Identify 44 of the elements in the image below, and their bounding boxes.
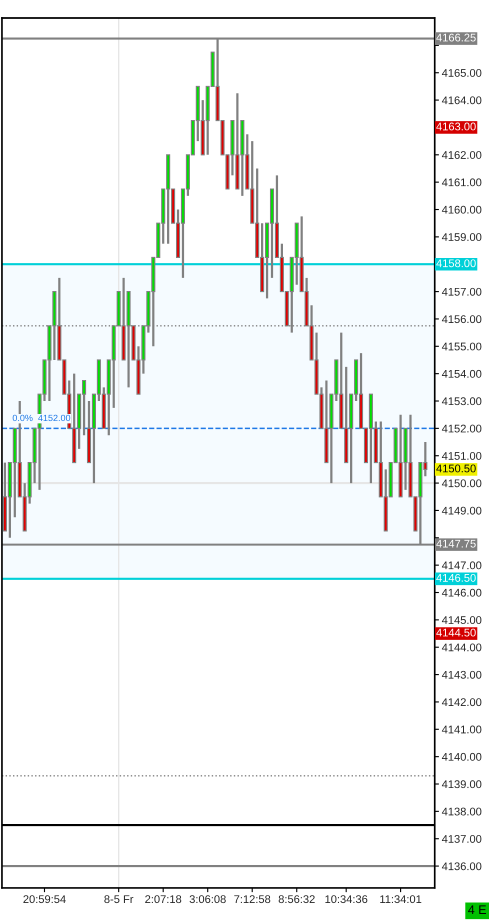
y-tick-label: 4140.00 [442,752,482,761]
y-tick-label: 4144.00 [442,643,482,652]
x-tick-label: 8:56:32 [278,895,315,904]
y-tick-label: 4162.00 [442,151,482,159]
y-tick-label: 4141.00 [442,726,482,734]
y-tick-label: 4137.00 [442,834,482,843]
y-tick-label: 4143.00 [442,670,482,679]
y-tick-label: 4154.00 [442,370,482,378]
y-tick-label: 4160.00 [442,206,482,214]
y-tick-label: 4161.00 [442,178,482,186]
y-tick-label: 4151.00 [442,452,482,460]
y-tick-label: 4149.00 [442,506,482,515]
ref-line-label: 4166.25 [436,34,476,42]
x-tick-label: 11:34:01 [380,895,422,904]
x-tick-label: 8-5 Fr [104,895,134,904]
y-tick-label: 4145.00 [442,616,482,624]
y-tick-label: 4156.00 [442,315,482,324]
ref-line-label: 0.0% 4152.00 [12,414,70,422]
y-tick-label: 4152.00 [442,424,482,433]
y-tick-label: 4138.00 [442,808,482,816]
y-tick-label: 4159.00 [442,233,482,242]
x-tick-label: 3:06:08 [190,895,226,904]
text: 4 E [468,905,486,914]
y-tick-label: 4146.00 [442,588,482,597]
y-tick-label: 4136.00 [442,862,482,870]
x-tick-label: 2:07:18 [145,895,182,904]
text: 4144.50 [436,628,476,637]
y-tick-label: 4155.00 [442,342,482,350]
y-tick-label: 4157.00 [442,288,482,296]
text: 4150.50 [436,464,476,472]
ref-line-label: 4146.50 [436,574,476,582]
x-tick-label: 10:34:36 [325,895,368,904]
y-tick-label: 4164.00 [442,96,482,104]
y-tick-label: 4153.00 [442,397,482,406]
ref-line-label: 4147.75 [436,540,476,548]
y-tick-label: 4139.00 [442,780,482,788]
ref-line-label: 4158.00 [436,259,476,268]
y-tick-label: 4142.00 [442,698,482,706]
x-tick-label: 7:12:58 [234,895,270,904]
y-tick-label: 4147.00 [442,561,482,570]
text: 4163.00 [436,122,476,130]
x-tick-label: 20:59:54 [23,895,66,904]
y-tick-label: 4150.00 [442,479,482,488]
y-tick-label: 4165.00 [442,69,482,77]
